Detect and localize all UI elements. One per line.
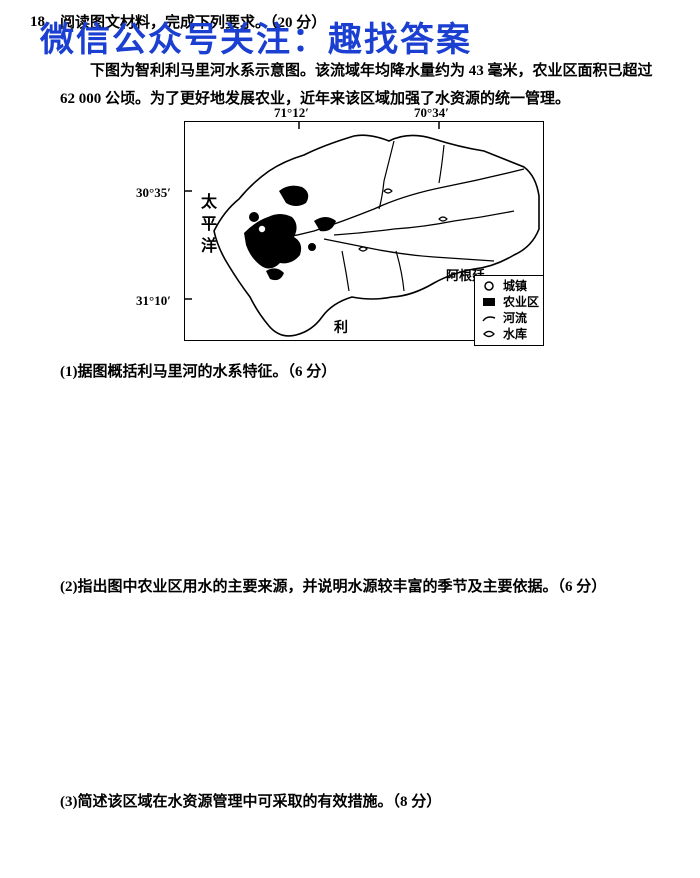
watermark-text: 微信公众号关注：趣找答案 <box>40 12 472 61</box>
legend-agri-icon <box>479 296 499 308</box>
paragraph-line-1: 下图为智利利马里河水系示意图。该流域年均降水量约为 43 毫米，农业区面积已超过 <box>60 59 668 85</box>
sub-question-1: (1)据图概括利马里河的水系特征。（6 分） <box>60 360 668 381</box>
legend-agri-label: 农业区 <box>503 294 539 310</box>
lon-label-right: 70°34′ <box>414 105 449 121</box>
legend-river-icon <box>479 312 499 324</box>
map-legend: 城镇 农业区 河流 水库 <box>474 275 544 346</box>
lat-label-top: 30°35′ <box>136 185 171 201</box>
legend-town-label: 城镇 <box>503 278 527 294</box>
legend-row-agri: 农业区 <box>479 294 539 310</box>
ocean-label: 太平洋 <box>194 193 218 259</box>
legend-row-reservoir: 水库 <box>479 326 539 342</box>
town-label: 利马 <box>266 219 292 238</box>
legend-row-town: 城镇 <box>479 278 539 294</box>
sub-question-3: (3)简述该区域在水资源管理中可采取的有效措施。（8 分） <box>60 790 668 811</box>
answer-space-2 <box>60 596 668 776</box>
legend-reservoir-icon <box>479 328 499 340</box>
country-south-label: 利 <box>334 317 348 337</box>
lon-label-left: 71°12′ <box>274 105 309 121</box>
legend-row-river: 河流 <box>479 310 539 326</box>
legend-river-label: 河流 <box>503 310 527 326</box>
legend-reservoir-label: 水库 <box>503 326 527 342</box>
legend-town-icon <box>479 280 499 292</box>
map-figure: 71°12′ 70°34′ 30°35′ 31°10′ 太平洋 <box>184 121 544 346</box>
answer-space-1 <box>60 381 668 561</box>
paragraph-line-2: 62 000 公顷。为了更好地发展农业，近年来该区域加强了水资源的统一管理。 <box>60 88 668 111</box>
sub-question-2: (2)指出图中农业区用水的主要来源，并说明水源较丰富的季节及主要依据。（6 分） <box>60 575 668 596</box>
lat-label-bottom: 31°10′ <box>136 293 171 309</box>
